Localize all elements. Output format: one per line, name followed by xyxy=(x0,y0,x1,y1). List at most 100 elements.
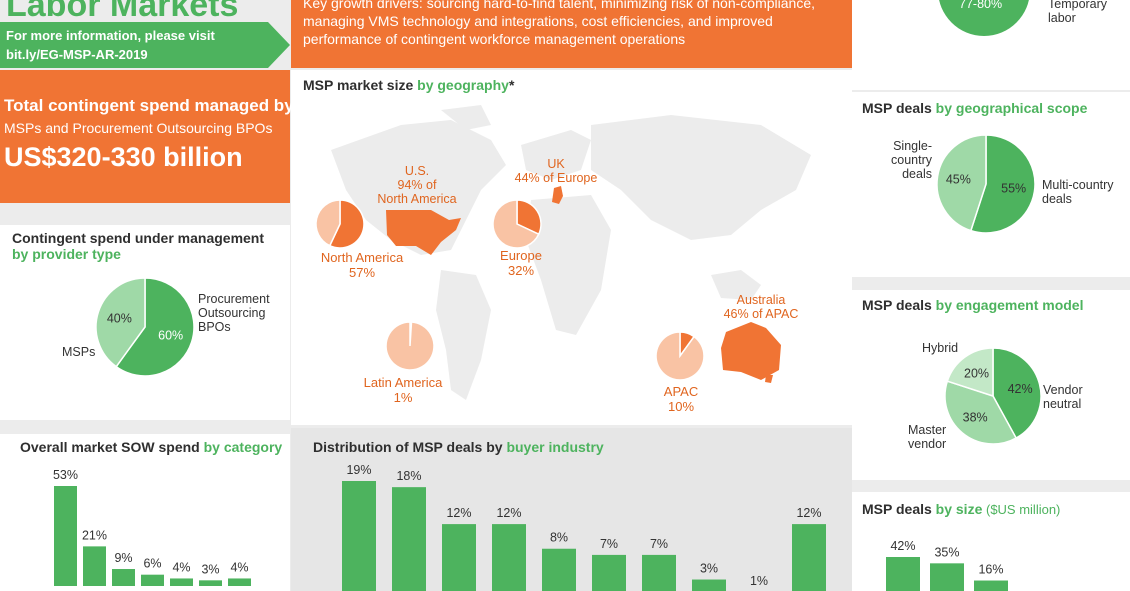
scope-slice-1 xyxy=(936,134,987,232)
au-label: Australia 46% of APAC xyxy=(711,293,811,321)
temp-labor-pie xyxy=(939,0,1029,36)
size-bar-label-0: 42% xyxy=(890,539,915,553)
industry-bar-label-4: 8% xyxy=(550,531,568,545)
world-map xyxy=(315,105,811,400)
sow-bar-label-4: 4% xyxy=(172,560,190,574)
sow-panel: Overall market SOW spend by category 53%… xyxy=(0,434,290,591)
scope-label-multi: Multi-country deals xyxy=(1042,178,1114,206)
engage-slice-label-0: 42% xyxy=(1008,382,1033,396)
sow-bar-5 xyxy=(199,580,222,586)
scope-title-b: by geographical scope xyxy=(935,100,1088,116)
geo-pie-0-slice-1 xyxy=(315,199,341,247)
size-title-b: by size xyxy=(935,501,983,517)
master-l1: Master xyxy=(908,423,947,437)
industry-bar-3 xyxy=(492,524,526,591)
sow-bar-label-3: 6% xyxy=(143,557,161,571)
world-map-continents xyxy=(331,105,811,400)
size-bar-label-1: 35% xyxy=(934,545,959,559)
uk-label: UK 44% of Europe xyxy=(506,157,606,185)
provider-type-title: Contingent spend under management by pro… xyxy=(12,230,264,262)
engage-label-hybrid: Hybrid xyxy=(922,341,959,355)
sow-title: Overall market SOW spend by category xyxy=(20,439,282,455)
industry-bar-label-0: 19% xyxy=(346,463,371,477)
la-pct: 1% xyxy=(393,390,413,405)
geo-pie-0 xyxy=(315,199,365,249)
us-name: U.S. xyxy=(404,164,430,178)
au-sub: 46% of APAC xyxy=(723,307,799,321)
visit-link[interactable]: bit.ly/EG-MSP-AR-2019 xyxy=(6,47,148,62)
engage-slice-1 xyxy=(944,380,1018,445)
single-l2: country xyxy=(891,153,932,167)
engagement-title: MSP deals by engagement model xyxy=(862,297,1083,313)
industry-title-a: Distribution of MSP deals by xyxy=(313,439,507,455)
sow-bar-1 xyxy=(83,546,106,586)
scope-label-single: Single- country deals xyxy=(888,139,932,181)
industry-bar-1 xyxy=(392,487,426,591)
engage-slice-2 xyxy=(946,347,994,398)
provider-type-panel: Contingent spend under management by pro… xyxy=(0,225,290,420)
sow-bar-label-5: 3% xyxy=(201,562,219,576)
sow-bar-0 xyxy=(54,486,77,586)
industry-bar-label-5: 7% xyxy=(600,537,618,551)
sow-bar-label-1: 21% xyxy=(82,528,107,542)
uk-name: UK xyxy=(547,157,565,171)
eu-label: Europe 32% xyxy=(486,248,556,278)
scope-title-a: MSP deals xyxy=(862,100,936,116)
engage-title-b: by engagement model xyxy=(935,297,1084,313)
geography-panel: MSP market size by geography* North Amer… xyxy=(291,70,852,425)
industry-bar-label-8: 1% xyxy=(750,574,768,588)
visit-text-1: For more information, please visit xyxy=(6,28,215,43)
deal-size-title: MSP deals by size ($US million) xyxy=(862,501,1060,517)
temp-labor-panel: 77-80% Temporary labor xyxy=(852,0,1130,90)
na-label: North America 57% xyxy=(305,250,419,280)
provider-slice-1 xyxy=(95,277,146,368)
provider-slice-label-0: 60% xyxy=(158,328,183,342)
size-bar-1 xyxy=(930,563,964,591)
single-l3: deals xyxy=(902,167,932,181)
sow-bar-6 xyxy=(228,578,251,586)
na-pct: 57% xyxy=(348,265,376,280)
sow-title-a: Overall market SOW spend xyxy=(20,439,204,455)
vendor-l2: neutral xyxy=(1043,397,1082,411)
apac-pct: 10% xyxy=(667,399,695,414)
geo-pie-2 xyxy=(655,331,705,381)
scope-slice-label-0: 55% xyxy=(1001,181,1026,195)
us-sub2: North America xyxy=(377,192,457,206)
sow-bar-label-6: 4% xyxy=(230,560,248,574)
eu-name: Europe xyxy=(500,248,542,263)
uk-shape xyxy=(552,186,563,204)
visit-banner-arrow xyxy=(0,22,290,68)
pbo-l1: Procurement xyxy=(198,292,270,306)
industry-bar-label-3: 12% xyxy=(496,506,521,520)
temp-label-1: Temporary xyxy=(1048,0,1108,11)
total-spend-line1: Total contingent spend managed by xyxy=(4,96,294,115)
industry-panel: Distribution of MSP deals by buyer indus… xyxy=(291,428,852,591)
deal-size-panel: MSP deals by size ($US million) 42% 35% 16… xyxy=(852,492,1130,591)
provider-label-pbo: Procurement Outsourcing BPOs xyxy=(198,292,270,334)
geo-title-c: * xyxy=(508,77,515,93)
industry-bar-0 xyxy=(342,481,376,591)
sow-bar-label-0: 53% xyxy=(53,468,78,482)
total-spend-panel: Total contingent spend managed by MSPs a… xyxy=(0,70,294,203)
industry-bar-label-6: 7% xyxy=(650,537,668,551)
temp-labor-label: Temporary labor xyxy=(1048,0,1107,25)
tasmania-shape xyxy=(765,375,773,383)
geo-scope-title: MSP deals by geographical scope xyxy=(862,100,1087,116)
geo-pie-2-slice-1 xyxy=(655,331,705,381)
master-l2: vendor xyxy=(908,437,947,451)
geo-pie-3 xyxy=(385,321,435,371)
growth-drivers-text: Key growth drivers: sourcing hard-to-fin… xyxy=(303,0,815,47)
industry-bar-6 xyxy=(642,554,676,591)
size-bar-0 xyxy=(886,557,920,591)
engage-slice-label-2: 20% xyxy=(964,366,989,380)
industry-title-b: buyer industry xyxy=(506,439,604,455)
multi-l2: deals xyxy=(1042,192,1072,206)
size-title-a: MSP deals xyxy=(862,501,936,517)
geo-title-a: MSP market size xyxy=(303,77,418,93)
sow-title-b: by category xyxy=(203,439,283,455)
multi-l1: Multi-country xyxy=(1042,178,1114,192)
industry-bar-4 xyxy=(542,548,576,591)
geo-pie-0-slice-0 xyxy=(328,199,365,249)
industry-bar-5 xyxy=(592,554,626,591)
size-bar-2 xyxy=(974,580,1008,591)
